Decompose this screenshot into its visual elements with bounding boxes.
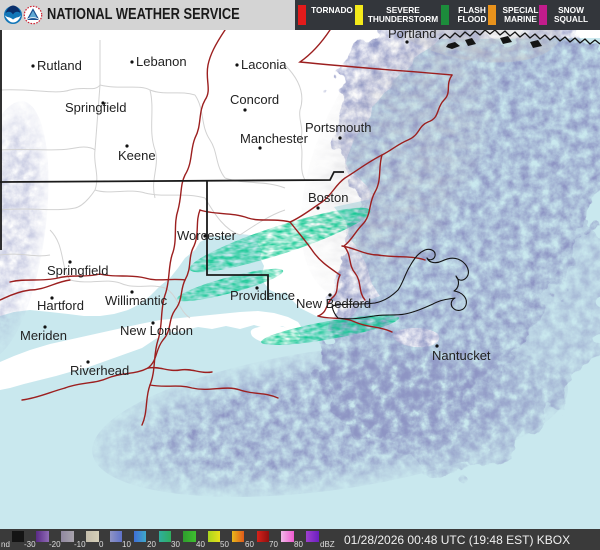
svg-text:Portsmouth: Portsmouth: [305, 120, 371, 135]
svg-text:Riverhead: Riverhead: [70, 363, 129, 378]
svg-text:Springfield: Springfield: [47, 263, 108, 278]
svg-text:Rutland: Rutland: [37, 58, 82, 73]
svg-text:Concord: Concord: [230, 92, 279, 107]
svg-text:Keene: Keene: [118, 148, 156, 163]
svg-text:Manchester: Manchester: [240, 131, 309, 146]
svg-text:Meriden: Meriden: [20, 328, 67, 343]
svg-text:Worcester: Worcester: [177, 228, 237, 243]
svg-text:Willimantic: Willimantic: [105, 293, 168, 308]
svg-text:Boston: Boston: [308, 190, 348, 205]
svg-text:Hartford: Hartford: [37, 298, 84, 313]
svg-text:Laconia: Laconia: [241, 57, 287, 72]
svg-text:Lebanon: Lebanon: [136, 54, 187, 69]
svg-text:Springfield: Springfield: [65, 100, 126, 115]
svg-text:Providence: Providence: [230, 288, 295, 303]
svg-text:Nantucket: Nantucket: [432, 348, 491, 363]
svg-text:New London: New London: [120, 323, 193, 338]
